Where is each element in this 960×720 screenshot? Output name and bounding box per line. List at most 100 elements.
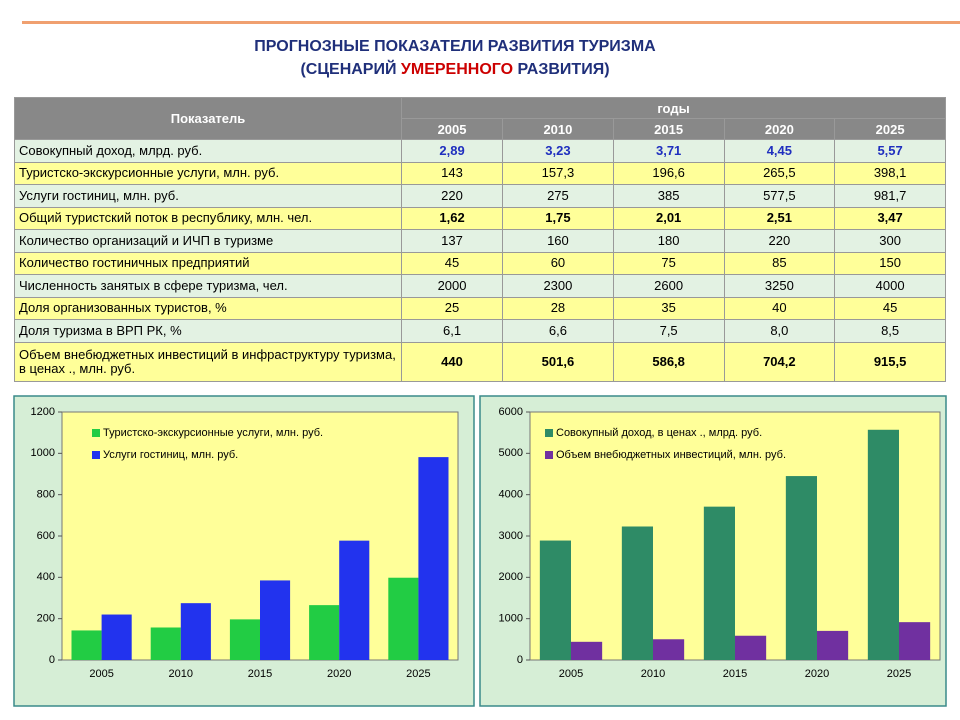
bar bbox=[735, 635, 767, 660]
legend-swatch bbox=[545, 429, 553, 437]
cell: 8,5 bbox=[834, 319, 946, 343]
row-label: Доля организованных туристов, % bbox=[14, 296, 402, 320]
cell: 35 bbox=[612, 296, 725, 320]
bar bbox=[867, 429, 899, 660]
row-label: Объем внебюджетных инвестиций в инфрастр… bbox=[14, 341, 402, 382]
bar bbox=[229, 619, 260, 660]
cell: 3250 bbox=[723, 274, 836, 298]
bar bbox=[621, 526, 653, 660]
cell: 265,5 bbox=[723, 161, 836, 185]
plot-area bbox=[61, 411, 459, 661]
row-label: Общий туристский поток в республику, млн… bbox=[14, 206, 402, 230]
y-tick-label: 800 bbox=[37, 489, 55, 501]
table-row: Доля организованных туристов, % 25 28 35 40 4… bbox=[14, 296, 946, 320]
cell: 28 bbox=[502, 296, 614, 320]
header-cell: годы bbox=[401, 97, 946, 119]
bar bbox=[571, 641, 603, 660]
x-tick-label: 2015 bbox=[248, 668, 272, 680]
bar bbox=[653, 639, 685, 660]
bar bbox=[150, 627, 181, 660]
plot-area bbox=[529, 411, 941, 661]
header-cell: Показатель bbox=[14, 97, 402, 140]
cell: 45 bbox=[834, 296, 946, 320]
x-tick-label: 2015 bbox=[723, 668, 747, 680]
cell: 137 bbox=[400, 229, 504, 253]
table-row: Доля туризма в ВРП РК, % 6,1 6,6 7,5 8,0 8,5 bbox=[14, 319, 946, 343]
cell: 300 bbox=[834, 229, 946, 253]
y-tick-label: 1000 bbox=[499, 613, 523, 625]
y-tick-label: 3000 bbox=[499, 530, 523, 542]
cell: 160 bbox=[502, 229, 614, 253]
cell: 398,1 bbox=[834, 161, 946, 185]
x-tick-label: 2010 bbox=[641, 668, 665, 680]
legend-label: Объем внебюджетных инвестиций, млн. руб. bbox=[556, 449, 786, 461]
bar bbox=[309, 605, 340, 660]
cell: 143 bbox=[400, 161, 504, 185]
table-row: Численность занятых в сфере туризма, чел… bbox=[14, 274, 946, 298]
x-tick-label: 2025 bbox=[406, 668, 430, 680]
bar bbox=[339, 540, 370, 660]
bar bbox=[703, 506, 735, 660]
cell: 2,89 bbox=[400, 139, 504, 163]
table-row: Совокупный доход, млрд. руб. 2,89 3,23 3,71… bbox=[14, 139, 946, 163]
legend-swatch bbox=[545, 451, 553, 459]
row-label: Доля туризма в ВРП РК, % bbox=[14, 319, 402, 343]
cell: 915,5 bbox=[834, 341, 946, 382]
cell: 1,62 bbox=[400, 206, 504, 230]
cell: 60 bbox=[502, 251, 614, 275]
cell: 275 bbox=[502, 184, 614, 208]
cell: 981,7 bbox=[834, 184, 946, 208]
bar bbox=[388, 577, 419, 660]
row-label: Численность занятых в сфере туризма, чел… bbox=[14, 274, 402, 298]
row-label: Количество гостиничных предприятий bbox=[14, 251, 402, 275]
cell: 2000 bbox=[400, 274, 504, 298]
bar bbox=[260, 580, 291, 660]
cell: 4000 bbox=[834, 274, 946, 298]
y-tick-label: 200 bbox=[37, 613, 55, 625]
year-header: 2010 bbox=[502, 118, 614, 140]
y-tick-label: 0 bbox=[49, 654, 55, 666]
row-label: Услуги гостиниц, млн. руб. bbox=[14, 184, 402, 208]
y-tick-label: 1200 bbox=[31, 406, 55, 418]
bar bbox=[418, 457, 449, 660]
cell: 385 bbox=[612, 184, 725, 208]
cell: 704,2 bbox=[723, 341, 836, 382]
x-tick-label: 2010 bbox=[169, 668, 193, 680]
cell: 196,6 bbox=[612, 161, 725, 185]
table-row: Услуги гостиниц, млн. руб. 220 275 385 577,5… bbox=[14, 184, 946, 208]
x-tick-label: 2025 bbox=[887, 668, 911, 680]
cell: 85 bbox=[723, 251, 836, 275]
row-label: Совокупный доход, млрд. руб. bbox=[14, 139, 402, 163]
bar bbox=[899, 622, 931, 660]
top-rule bbox=[22, 21, 960, 24]
cell: 25 bbox=[400, 296, 504, 320]
table-row: Количество организаций и ИЧП в туризме 13… bbox=[14, 229, 946, 253]
chart-panel bbox=[13, 395, 475, 707]
x-tick-label: 2020 bbox=[805, 668, 829, 680]
title-highlight: УМЕРЕННОГО bbox=[400, 61, 514, 78]
bar bbox=[539, 540, 571, 660]
cell: 220 bbox=[723, 229, 836, 253]
table-row: Общий туристский поток в республику, млн… bbox=[14, 206, 946, 230]
indicator-table: Показатель годы 2005 2010 2015 2020 2025 Сово… bbox=[14, 97, 946, 382]
cell: 2300 bbox=[502, 274, 614, 298]
cell: 40 bbox=[723, 296, 836, 320]
bar bbox=[817, 630, 849, 660]
y-tick-label: 400 bbox=[37, 571, 55, 583]
year-header: 2020 bbox=[723, 118, 836, 140]
title-part: РАЗВИТИЯ) bbox=[513, 61, 610, 78]
y-tick-label: 0 bbox=[517, 654, 523, 666]
legend-label: Совокупный доход, в ценах ., млрд. руб. bbox=[556, 427, 762, 439]
cell: 586,8 bbox=[612, 341, 725, 382]
cell: 220 bbox=[400, 184, 504, 208]
cell: 1,75 bbox=[502, 206, 614, 230]
cell: 577,5 bbox=[723, 184, 836, 208]
chart-panel bbox=[479, 395, 947, 707]
cell: 7,5 bbox=[612, 319, 725, 343]
x-tick-label: 2005 bbox=[559, 668, 583, 680]
year-header: 2005 bbox=[400, 118, 504, 140]
legend-label: Услуги гостиниц, млн. руб. bbox=[103, 449, 238, 461]
cell: 6,1 bbox=[400, 319, 504, 343]
year-header: 2025 bbox=[834, 118, 946, 140]
